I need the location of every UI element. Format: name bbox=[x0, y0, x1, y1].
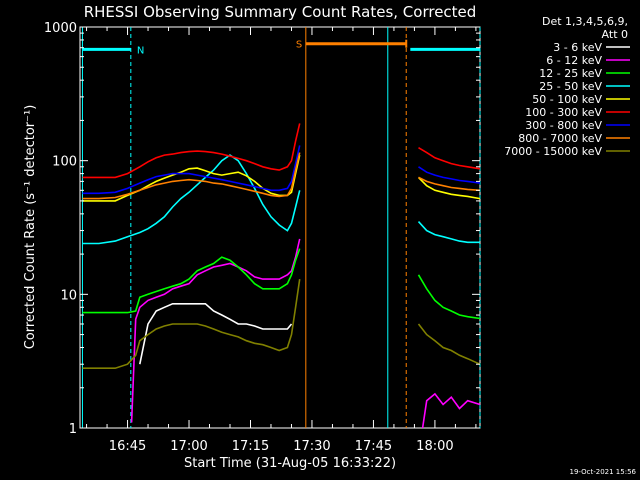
legend-label-8: 7000 - 15000 keV bbox=[504, 145, 602, 158]
series-line-4-segment-1 bbox=[417, 176, 481, 200]
series-line-2-segment-0 bbox=[82, 248, 301, 314]
x-tick-label-1: 17:00 bbox=[170, 439, 207, 454]
legend-label-7: 800 - 7000 keV bbox=[518, 132, 602, 145]
x-tick-label-4: 17:45 bbox=[355, 439, 392, 454]
legend-label-4: 50 - 100 keV bbox=[532, 93, 602, 106]
legend-label-5: 100 - 300 keV bbox=[525, 106, 602, 119]
x-tick-label-2: 17:15 bbox=[232, 439, 269, 454]
legend-header-attenuator: Att 0 bbox=[602, 28, 628, 41]
series-line-7-segment-1 bbox=[418, 176, 481, 192]
plot-frame bbox=[79, 26, 481, 429]
x-tick-label-0: 16:45 bbox=[109, 439, 146, 454]
series-line-6-segment-1 bbox=[418, 166, 481, 184]
y-tick-label-1: 10 bbox=[60, 288, 77, 303]
series-line-7-segment-0 bbox=[82, 152, 301, 200]
y-tick-label-0: 1 bbox=[69, 422, 77, 437]
chart-title: RHESSI Observing Summary Count Rates, Co… bbox=[84, 3, 477, 21]
legend-header-detectors: Det 1,3,4,5,6,9, bbox=[542, 15, 628, 28]
series-line-0-segment-0 bbox=[139, 302, 293, 365]
y-axis-label: Corrected Count Rate (s⁻¹ detector⁻¹) bbox=[23, 105, 38, 350]
x-tick-label-5: 18:00 bbox=[416, 439, 453, 454]
series-line-3-segment-1 bbox=[417, 221, 480, 244]
footer-timestamp: 19-Oct-2021 15:56 bbox=[570, 468, 637, 476]
series-line-5-segment-0 bbox=[82, 123, 301, 179]
series-line-6-segment-0 bbox=[82, 145, 301, 195]
series-line-1-segment-0 bbox=[130, 238, 301, 423]
legend-label-6: 300 - 800 keV bbox=[525, 119, 602, 132]
series-line-2-segment-1 bbox=[417, 274, 481, 320]
night-bar-label: N bbox=[137, 45, 144, 56]
series-line-8-segment-1 bbox=[417, 323, 481, 365]
series-line-8-segment-0 bbox=[82, 278, 301, 370]
y-tick-label-3: 1000 bbox=[44, 21, 77, 36]
legend-label-2: 12 - 25 keV bbox=[539, 67, 602, 80]
legend-label-1: 6 - 12 keV bbox=[546, 54, 602, 67]
axis-layer: 16:45 17:00 17:15 17:30 17:45 18:00 1 10 100 1000 bbox=[44, 21, 480, 454]
saa-bar-label: S bbox=[296, 40, 302, 51]
legend-label-3: 25 - 50 keV bbox=[539, 80, 602, 93]
x-tick-label-3: 17:30 bbox=[293, 439, 330, 454]
data-layer: NS bbox=[81, 27, 481, 429]
series-line-5-segment-1 bbox=[418, 147, 481, 170]
x-axis-label: Start Time (31-Aug-05 16:33:22) bbox=[184, 456, 396, 471]
series-line-3-segment-0 bbox=[82, 154, 301, 245]
legend-label-0: 3 - 6 keV bbox=[553, 41, 602, 54]
series-line-1-segment-1 bbox=[421, 392, 481, 429]
y-tick-label-2: 100 bbox=[52, 155, 77, 170]
